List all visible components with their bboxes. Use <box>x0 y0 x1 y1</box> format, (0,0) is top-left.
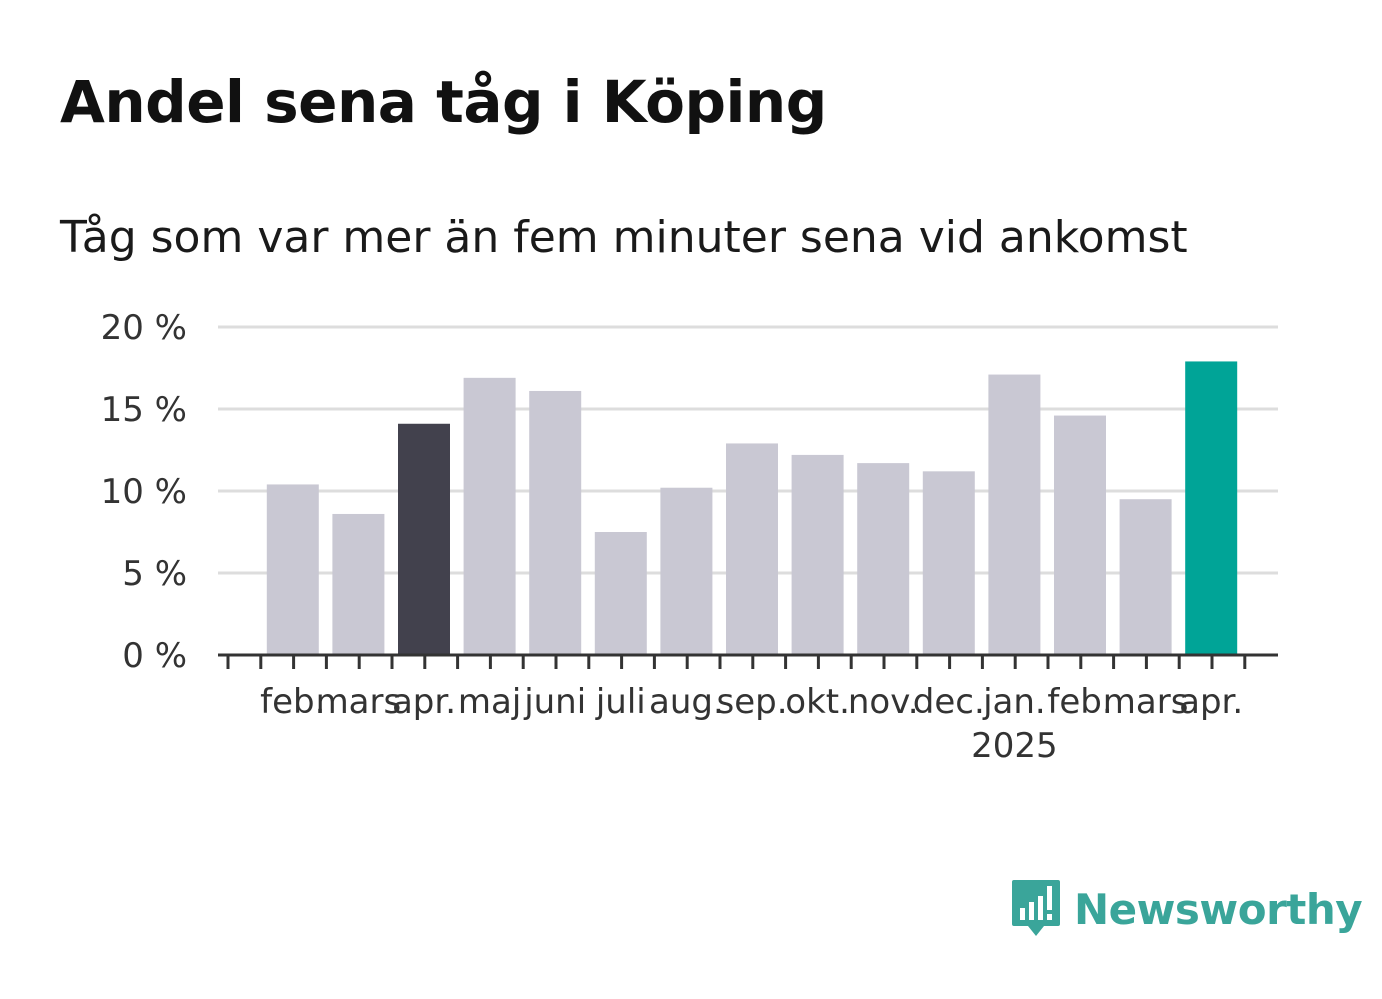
bar <box>332 513 385 655</box>
x-tick-label: aug. <box>649 682 724 722</box>
x-tick-label: feb. <box>1047 682 1112 722</box>
bar <box>726 443 778 655</box>
x-tick-label: jan. <box>982 682 1046 722</box>
x-tick-label: apr. <box>392 682 456 722</box>
y-tick-label: 20 % <box>101 308 187 348</box>
x-tick-label: juni <box>523 682 586 722</box>
brand-name: Newsworthy <box>1074 884 1363 934</box>
bar <box>988 374 1041 655</box>
bar <box>398 423 450 655</box>
x-year-label: 2025 <box>971 726 1058 766</box>
chart-title: Andel sena tåg i Köping <box>60 68 827 136</box>
x-tick-label: okt. <box>785 682 850 722</box>
x-tick-label: mars <box>1103 682 1189 722</box>
x-tick-label: dec. <box>913 682 985 722</box>
bar <box>857 463 910 655</box>
y-tick-label: 15 % <box>101 390 187 430</box>
chart-subtitle: Tåg som var mer än fem minuter sena vid … <box>60 212 1188 263</box>
bar <box>266 484 319 655</box>
y-tick-label: 0 % <box>122 636 187 676</box>
bar <box>1054 415 1106 655</box>
y-tick-label: 5 % <box>122 554 187 594</box>
bar <box>922 471 975 655</box>
x-tick-label: nov. <box>848 682 919 722</box>
bars <box>266 361 1238 655</box>
x-tick-label: sep. <box>716 682 787 722</box>
x-tick-label: apr. <box>1179 682 1243 722</box>
bar <box>1119 499 1172 655</box>
bar <box>594 532 647 655</box>
newsworthy-logo-icon <box>1012 880 1060 936</box>
x-axis <box>218 653 1278 669</box>
brand-logo: Newsworthy <box>1010 878 1363 940</box>
bar <box>791 454 844 655</box>
bar <box>660 487 713 655</box>
bar <box>529 390 582 655</box>
x-tick-label: mars <box>316 682 402 722</box>
y-axis-labels: 0 % 5 % 10 % 15 % 20 % <box>101 308 187 676</box>
x-tick-label: feb. <box>260 682 325 722</box>
x-tick-label: maj <box>458 682 521 722</box>
bar <box>463 377 516 655</box>
bar <box>1185 361 1238 655</box>
x-tick-label: juli <box>595 682 646 722</box>
y-tick-label: 10 % <box>101 472 187 512</box>
